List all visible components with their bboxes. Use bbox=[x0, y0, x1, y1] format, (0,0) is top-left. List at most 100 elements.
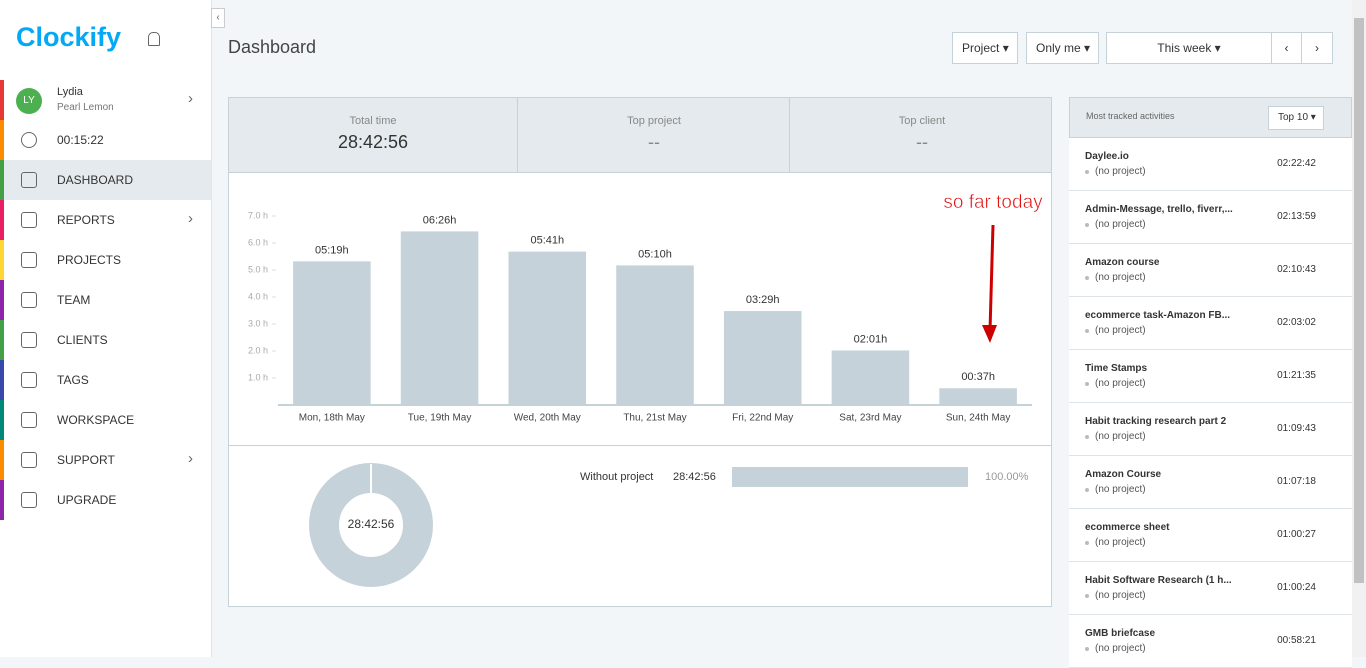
activity-name: Amazon Course bbox=[1085, 469, 1162, 480]
activity-time: 02:22:42 bbox=[1277, 158, 1316, 169]
bell-icon[interactable] bbox=[148, 32, 160, 46]
summary-panel: Total time 28:42:56 Top project -- Top clien… bbox=[228, 97, 1052, 173]
activity-project: (no project) bbox=[1095, 484, 1146, 495]
x-tick-label: Mon, 18th May bbox=[299, 413, 365, 424]
nav-item[interactable]: CLIENTS bbox=[0, 320, 211, 360]
dot bbox=[1085, 329, 1089, 333]
activity-row[interactable]: ecommerce sheet (no project) 01:00:27 bbox=[1069, 509, 1352, 562]
activity-row[interactable]: Amazon Course (no project) 01:07:18 bbox=[1069, 456, 1352, 509]
activity-row[interactable]: Habit Software Research (1 h... (no proje… bbox=[1069, 562, 1352, 615]
breakdown-bar bbox=[732, 467, 968, 487]
bar bbox=[616, 265, 694, 405]
activity-time: 01:09:43 bbox=[1277, 423, 1316, 434]
summary-label: Top client bbox=[898, 115, 946, 127]
y-tick-label: 2.0 h bbox=[248, 345, 268, 355]
nav-icon bbox=[21, 332, 37, 348]
activity-row[interactable]: Admin-Message, trello, fiverr,... (no pro… bbox=[1069, 191, 1352, 244]
strip bbox=[0, 240, 4, 280]
brand[interactable]: Clockify bbox=[16, 22, 122, 52]
strip bbox=[0, 480, 4, 520]
summary-cell: Top project -- bbox=[517, 98, 790, 173]
activity-time: 01:21:35 bbox=[1277, 370, 1316, 381]
x-tick-label: Sat, 23rd May bbox=[839, 413, 901, 424]
chevron: › bbox=[188, 450, 193, 467]
user-row[interactable]: LY Lydia Pearl Lemon › bbox=[0, 80, 211, 120]
nav-label: REPORTS bbox=[57, 213, 115, 227]
activity-row[interactable]: ecommerce task-Amazon FB... (no project) 0… bbox=[1069, 297, 1352, 350]
strip bbox=[0, 320, 4, 360]
nav-label: CLIENTS bbox=[57, 333, 108, 347]
y-tick-label: 3.0 h bbox=[248, 318, 268, 328]
activity-name: Daylee.io bbox=[1085, 151, 1129, 162]
donut-chart: 28:42:56 bbox=[309, 463, 433, 587]
activity-row[interactable]: Time Stamps (no project) 01:21:35 bbox=[1069, 350, 1352, 403]
strip bbox=[0, 360, 4, 400]
y-tick-label: 4.0 h bbox=[248, 291, 268, 301]
nav-item[interactable]: DASHBOARD bbox=[0, 160, 211, 200]
nav-item[interactable]: PROJECTS bbox=[0, 240, 211, 280]
x-tick-label: Thu, 21st May bbox=[623, 413, 686, 424]
nav-label: WORKSPACE bbox=[57, 413, 135, 427]
activity-project: (no project) bbox=[1095, 590, 1146, 601]
nav-item[interactable]: TEAM bbox=[0, 280, 211, 320]
value-label: 06:26h bbox=[423, 214, 457, 226]
limit-select[interactable]: Top 10 ▾ bbox=[1268, 106, 1324, 130]
strip bbox=[0, 280, 4, 320]
next-button[interactable]: › bbox=[1301, 32, 1333, 64]
nav-label: TAGS bbox=[57, 373, 89, 387]
activity-row[interactable]: GMB briefcase (no project) 00:58:21 bbox=[1069, 615, 1352, 668]
filter-label: Only me bbox=[1036, 41, 1081, 55]
summary-value: -- bbox=[648, 132, 660, 152]
limit-label: Top 10 bbox=[1278, 112, 1309, 123]
range-picker[interactable]: This week ▾ bbox=[1106, 32, 1272, 64]
value-label: 05:10h bbox=[638, 248, 672, 260]
filter-label: Project bbox=[962, 41, 1000, 55]
prev-button[interactable]: ‹ bbox=[1271, 32, 1302, 64]
nav-label: PROJECTS bbox=[57, 253, 122, 267]
scrollbar bbox=[1352, 0, 1366, 657]
user-filter[interactable]: Only me ▾ bbox=[1026, 32, 1099, 64]
dot bbox=[1085, 223, 1089, 227]
activity-row[interactable]: Amazon course (no project) 02:10:43 bbox=[1069, 244, 1352, 297]
activity-time: 02:03:02 bbox=[1277, 317, 1316, 328]
project-filter[interactable]: Project ▾ bbox=[952, 32, 1018, 64]
nav-item[interactable]: SUPPORT › bbox=[0, 440, 211, 480]
breakdown-percent: 100.00% bbox=[985, 471, 1029, 483]
timer: 00:15:22 bbox=[57, 133, 104, 147]
activity-row[interactable]: Daylee.io (no project) 02:22:42 bbox=[1069, 138, 1352, 191]
nav-item[interactable]: WORKSPACE bbox=[0, 400, 211, 440]
user-name: Lydia bbox=[57, 86, 83, 98]
activities-header: Most tracked activities Top 10 ▾ bbox=[1069, 97, 1352, 138]
divider bbox=[229, 445, 1051, 446]
summary-label: Total time bbox=[349, 115, 397, 127]
activities-title: Most tracked activities bbox=[1086, 111, 1175, 121]
nav-icon bbox=[21, 172, 37, 188]
timer-row[interactable]: 00:15:22 bbox=[0, 120, 211, 160]
activity-row[interactable]: Habit tracking research part 2 (no projec… bbox=[1069, 403, 1352, 456]
collapse-button[interactable]: ‹ bbox=[211, 8, 225, 28]
x-tick-label: Wed, 20th May bbox=[514, 413, 581, 424]
bar bbox=[831, 350, 910, 405]
activity-time: 00:58:21 bbox=[1277, 635, 1316, 646]
nav-item[interactable]: REPORTS › bbox=[0, 200, 211, 240]
scroll-thumb[interactable] bbox=[1354, 18, 1364, 583]
nav-item[interactable]: TAGS bbox=[0, 360, 211, 400]
value-label: 03:29h bbox=[746, 294, 780, 306]
nav-icon bbox=[21, 212, 37, 228]
nav-item[interactable]: UPGRADE bbox=[0, 480, 211, 520]
nav-icon bbox=[21, 412, 37, 428]
breakdown-name: Without project bbox=[580, 471, 654, 483]
activity-project: (no project) bbox=[1095, 431, 1146, 442]
value-label: 00:37h bbox=[961, 371, 995, 383]
bar bbox=[723, 311, 802, 405]
activity-name: Amazon course bbox=[1085, 257, 1160, 268]
bar bbox=[939, 388, 1017, 405]
bar-chart: 1.0 h 2.0 h 3.0 h 4.0 h 5.0 h 6.0 h 7.0 h 05:19… bbox=[248, 192, 1043, 424]
activity-project: (no project) bbox=[1095, 166, 1146, 177]
activity-project: (no project) bbox=[1095, 272, 1146, 283]
activity-time: 02:13:59 bbox=[1277, 211, 1316, 222]
value-label: 05:41h bbox=[530, 235, 564, 247]
activity-name: Admin-Message, trello, fiverr,... bbox=[1085, 204, 1233, 215]
activity-name: ecommerce task-Amazon FB... bbox=[1085, 310, 1231, 321]
